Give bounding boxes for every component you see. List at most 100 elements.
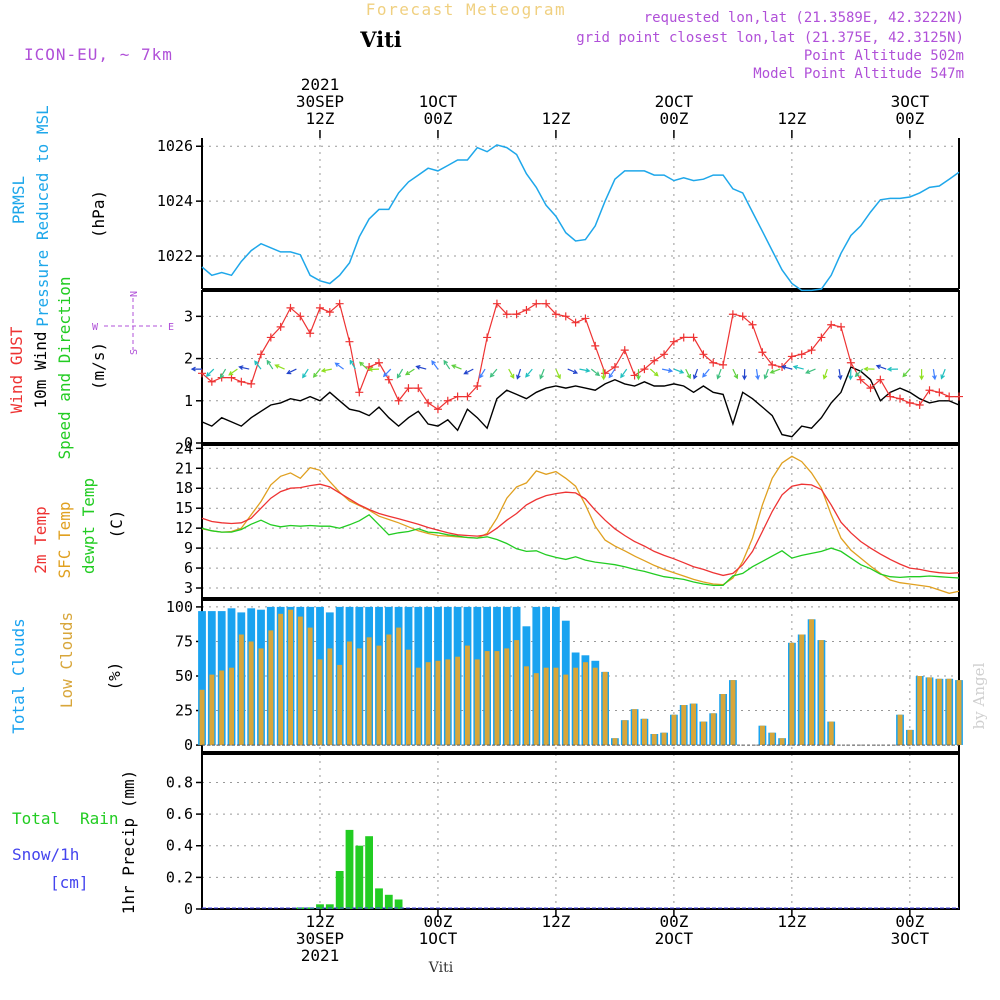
sfctemp-label: SFC Temp	[55, 501, 74, 578]
gust-marker	[709, 358, 718, 367]
low-clouds-bar	[514, 640, 520, 746]
wind-direction-arrow	[805, 368, 816, 374]
clouds-ytick-label: 0	[184, 736, 193, 754]
wind-direction-arrow	[902, 368, 911, 378]
temp-ytick-label: 24	[175, 439, 193, 457]
footer-station: Viti	[428, 960, 454, 976]
low-clouds-bar	[219, 670, 225, 746]
precip-total-label: Total	[12, 809, 60, 828]
low-clouds-bar	[229, 667, 234, 746]
time-axis-bottom-tick-label: 1OCT	[419, 929, 458, 948]
time-axis-bottom-tick-label: 2OCT	[655, 929, 694, 948]
wind-direction-arrow	[732, 368, 739, 380]
low-clouds-bar	[356, 648, 362, 746]
rain-bar	[384, 894, 393, 909]
gust-marker	[384, 375, 393, 384]
wind-speed-line	[201, 366, 960, 438]
pressure-line	[201, 144, 960, 292]
low-clouds-bar	[474, 659, 480, 746]
wind-direction-arrow	[539, 368, 545, 380]
wind-direction-arrow	[415, 365, 427, 370]
wind-direction-arrow	[349, 359, 356, 370]
gust-marker	[198, 369, 206, 378]
wind-direction-arrow	[649, 368, 659, 377]
wind-direction-arrow	[822, 368, 828, 380]
low-clouds-bar	[366, 637, 372, 746]
wind-direction-arrow	[940, 368, 946, 380]
time-axis-bottom-tick-label: 3OCT	[891, 929, 930, 948]
low-clouds-bar	[710, 713, 716, 746]
low-clouds-bar	[297, 616, 303, 746]
low-clouds-bar	[504, 648, 510, 746]
low-clouds-bar	[701, 721, 706, 746]
wind-direction-arrow	[525, 368, 533, 378]
pressure-ytick-label: 1026	[157, 137, 193, 155]
low-clouds-bar	[543, 667, 549, 746]
low-clouds-bar	[455, 656, 461, 746]
time-axis-bottom-tick-label: 2021	[301, 946, 340, 965]
low-clouds-bar	[563, 674, 569, 746]
low-clouds-bar	[651, 734, 657, 746]
gust-marker	[827, 320, 836, 329]
low-clouds-bar	[465, 645, 470, 746]
gust-marker	[335, 299, 344, 308]
gust-line	[201, 302, 959, 410]
compass-rose: N S W E	[92, 291, 174, 355]
wind-direction-arrow	[334, 362, 344, 370]
wind-direction-arrow	[443, 359, 451, 370]
gust-marker	[256, 350, 265, 359]
pressure-ytick-label: 1022	[157, 247, 193, 265]
gust-marker	[424, 398, 433, 407]
wind-direction-arrow	[780, 365, 793, 370]
wind-direction-arrow	[479, 368, 486, 379]
low-clouds-bar	[406, 649, 411, 745]
precip-axis-label: 1hr Precip (mm)	[119, 770, 138, 915]
precip-ytick-label: 0.6	[166, 805, 193, 823]
gust-marker	[492, 299, 501, 308]
gust-marker	[748, 320, 757, 329]
precip-ytick-label: 0	[184, 900, 193, 918]
wind-direction-arrow	[661, 368, 674, 373]
gust-marker	[945, 392, 954, 401]
time-axis-bottom-tick-label: 12Z	[306, 912, 335, 931]
low-clouds-bar	[327, 648, 333, 746]
low-clouds-bar	[730, 680, 736, 745]
temp-ytick-label: 12	[175, 519, 193, 537]
wind-direction-arrow	[508, 368, 515, 380]
wind-direction-arrow	[359, 361, 368, 370]
gust-marker	[433, 405, 442, 414]
gust-marker	[837, 322, 846, 331]
wind-direction-arrow	[875, 364, 887, 370]
low-clouds-bar	[946, 678, 952, 746]
gust-marker	[905, 398, 914, 407]
clouds-ytick-label: 25	[175, 702, 193, 720]
gust-marker	[630, 371, 639, 380]
low-clouds-bar	[691, 703, 696, 746]
chart-marks: 1022102410260123369121518212402550751000…	[157, 75, 963, 965]
gust-marker	[247, 379, 256, 388]
time-axis-bottom-tick-label: 12Z	[541, 912, 570, 931]
time-axis-bottom-tick-label: 30SEP	[296, 929, 344, 948]
gust-marker	[404, 384, 413, 393]
time-axis-bottom-tick-label: 00Z	[659, 912, 688, 931]
wind-direction-arrow	[854, 368, 864, 378]
rain-bar	[375, 888, 383, 909]
low-clouds-bar	[288, 609, 293, 746]
low-clouds-bar	[337, 664, 343, 745]
wind-direction-arrow	[190, 366, 202, 372]
wind-direction-arrow	[320, 368, 332, 373]
low-clouds-bar	[268, 630, 274, 746]
compass-s: S	[129, 349, 140, 355]
temp2m-label: 2m Temp	[31, 506, 50, 573]
wind-direction-arrow	[590, 368, 601, 377]
gust-marker	[925, 386, 934, 395]
requested-coords: requested lon,lat (21.3589E, 42.3222N)	[644, 10, 964, 26]
compass-e: E	[168, 322, 174, 333]
low-clouds-bar	[317, 659, 323, 746]
temp-ytick-label: 15	[175, 499, 193, 517]
wind-direction-arrow	[431, 360, 439, 370]
wind-direction-arrow	[620, 368, 628, 379]
gust-marker	[787, 352, 796, 361]
gust-marker	[689, 333, 698, 342]
